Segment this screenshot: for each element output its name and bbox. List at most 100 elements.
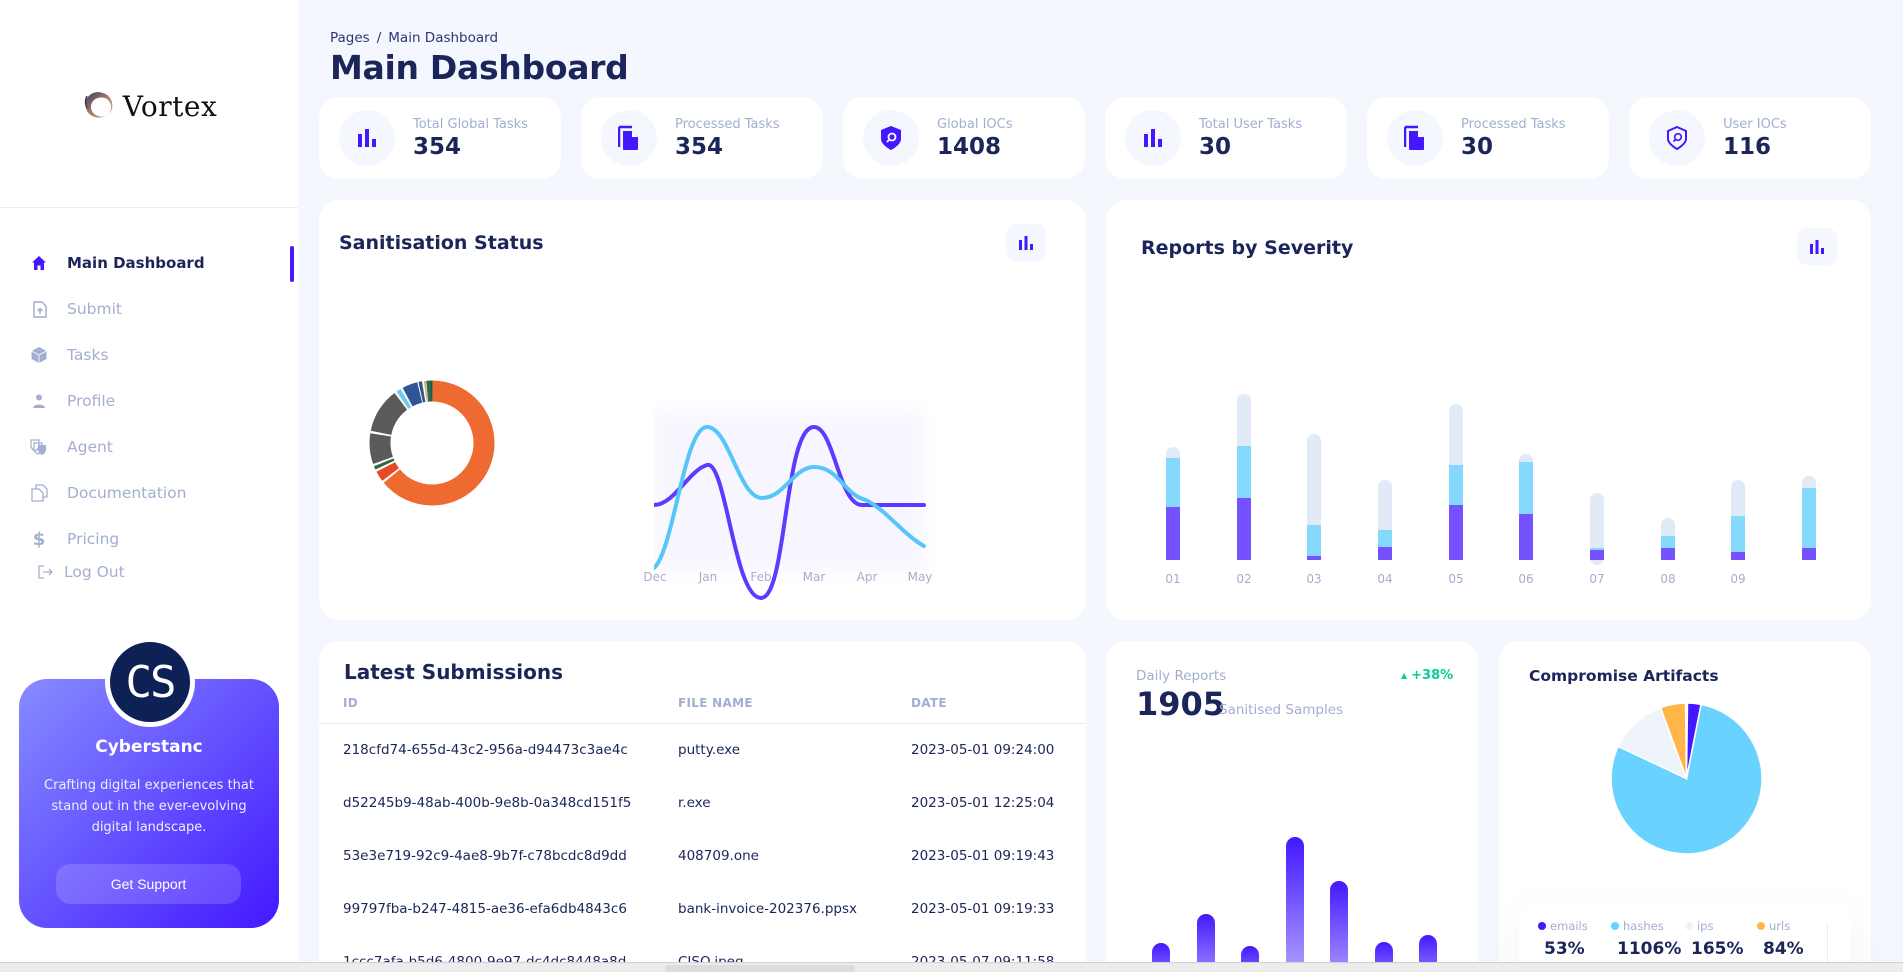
legend-label: urls: [1769, 919, 1791, 933]
stat-icon-circle: [601, 110, 657, 166]
x-axis-label: 08: [1660, 572, 1676, 586]
table-header-divider: [319, 723, 1086, 724]
stat-card-total-global-tasks: Total Global Tasks 354: [319, 97, 561, 179]
sidebar-nav: Main Dashboard Submit Tasks Profile Agen…: [0, 240, 298, 588]
sanitisation-status-card: Sanitisation Status Dec Jan Feb Mar: [319, 200, 1086, 620]
sidebar-item-label: Agent: [67, 438, 113, 456]
chart-options-button[interactable]: [1797, 228, 1837, 265]
shield-search-icon: [881, 126, 901, 150]
cell-file-name: bank-invoice-202376.ppsx: [678, 901, 857, 917]
x-axis-label: Feb: [750, 570, 772, 584]
legend-value: 53%: [1544, 939, 1585, 959]
x-axis-label: 06: [1518, 572, 1534, 586]
artifacts-legend: emails 53% hashes 1106% ips 165% urls 84…: [1519, 903, 1851, 972]
sidebar: Vortex Main Dashboard Submit Tasks Prof: [0, 0, 298, 972]
legend-value: 165%: [1691, 939, 1744, 959]
stat-value: 116: [1723, 133, 1772, 160]
scrollbar-thumb[interactable]: [665, 965, 855, 972]
cell-id: 218cfd74-655d-43c2-956a-d94473c3ae4c: [343, 742, 628, 758]
page-title: Main Dashboard: [330, 48, 629, 87]
cell-file-name: 408709.one: [678, 848, 759, 864]
legend-dot-icon: [1757, 922, 1765, 930]
legend-item-hashes: hashes 1106%: [1611, 919, 1681, 959]
sidebar-item-label: Submit: [67, 300, 122, 318]
sidebar-item-main-dashboard[interactable]: Main Dashboard: [0, 240, 298, 286]
stat-icon-circle: [863, 110, 919, 166]
change-value: +38%: [1411, 668, 1454, 683]
logout-button[interactable]: Log Out: [0, 556, 298, 588]
file-copy-icon: [618, 125, 638, 150]
sidebar-item-pricing[interactable]: $ Pricing: [0, 516, 298, 562]
stat-icon-circle: [339, 110, 395, 166]
sidebar-item-label: Pricing: [67, 530, 120, 548]
card-title: Sanitisation Status: [339, 232, 544, 254]
breadcrumb-current[interactable]: Main Dashboard: [388, 30, 499, 46]
stat-value: 354: [675, 133, 724, 160]
breadcrumb: Pages / Main Dashboard: [330, 30, 498, 46]
cell-id: 99797fba-b247-4815-ae36-efa6db4843c6: [343, 901, 627, 917]
cell-date: 2023-05-01 09:19:43: [911, 848, 1055, 864]
sidebar-item-label: Tasks: [67, 346, 109, 364]
x-axis-label: 05: [1448, 572, 1464, 586]
brand-logo[interactable]: Vortex: [0, 88, 298, 124]
column-header-file-name[interactable]: FILE NAME: [678, 696, 753, 710]
legend-dot-icon: [1538, 922, 1546, 930]
promo-avatar: CS: [105, 637, 195, 727]
file-upload-icon: [30, 300, 48, 318]
compromise-artifacts-card: Compromise Artifacts emails 53% hashes 1…: [1499, 641, 1871, 972]
legend-label: ips: [1697, 919, 1714, 933]
artifacts-pie-chart[interactable]: [1609, 701, 1764, 856]
cell-file-name: putty.exe: [678, 742, 741, 758]
shield-search-outline-icon: [1667, 125, 1687, 151]
legend-value: 84%: [1763, 939, 1804, 959]
get-support-button[interactable]: Get Support: [56, 864, 241, 904]
sidebar-item-submit[interactable]: Submit: [0, 286, 298, 332]
daily-reports-label: Daily Reports: [1136, 668, 1227, 684]
sidebar-divider: [0, 207, 298, 208]
bar-chart-icon: [1144, 129, 1162, 147]
horizontal-scrollbar[interactable]: [0, 962, 1903, 972]
stat-label: Total User Tasks: [1199, 116, 1303, 132]
legend-item-emails: emails 53%: [1538, 919, 1588, 959]
promo-text: Crafting digital experiences that stand …: [44, 778, 254, 835]
cell-id: d52245b9-48ab-400b-9e8b-0a348cd151f5: [343, 795, 632, 811]
sanitisation-line-chart[interactable]: [654, 350, 954, 610]
file-copy-icon: [1404, 125, 1424, 150]
stat-card-total-user-tasks: Total User Tasks 30: [1105, 97, 1347, 179]
x-axis-label: 09: [1730, 572, 1746, 586]
cell-date: 2023-05-01 09:19:33: [911, 901, 1055, 917]
documents-icon: [30, 484, 48, 502]
legend-dot-icon: [1611, 922, 1619, 930]
sidebar-item-documentation[interactable]: Documentation: [0, 470, 298, 516]
daily-reports-change: ▲ +38%: [1401, 668, 1453, 683]
sidebar-item-agent[interactable]: Agent: [0, 424, 298, 470]
bar-chart-icon: [1810, 239, 1824, 254]
severity-stacked-bar-chart[interactable]: [1106, 200, 1871, 620]
logout-label: Log Out: [64, 563, 125, 581]
sidebar-item-label: Documentation: [67, 484, 187, 502]
sanitisation-donut-chart[interactable]: [367, 378, 497, 508]
cell-date: 2023-05-01 12:25:04: [911, 795, 1055, 811]
stat-value: 1408: [937, 133, 1002, 160]
bar-chart-icon: [1019, 235, 1033, 250]
daily-reports-bar-chart[interactable]: [1106, 641, 1478, 972]
column-header-id[interactable]: ID: [343, 696, 359, 710]
stat-value: 354: [413, 133, 462, 160]
x-axis-label: 07: [1589, 572, 1605, 586]
x-axis-label: Dec: [643, 570, 667, 584]
sidebar-item-profile[interactable]: Profile: [0, 378, 298, 424]
sidebar-item-tasks[interactable]: Tasks: [0, 332, 298, 378]
stat-card-processed-tasks: Processed Tasks 354: [581, 97, 823, 179]
daily-reports-value: 1905: [1136, 685, 1226, 723]
x-axis-label: May: [907, 570, 933, 584]
chart-options-button[interactable]: [1006, 224, 1046, 261]
x-axis-label: 02: [1236, 572, 1252, 586]
breadcrumb-pages[interactable]: Pages: [330, 30, 370, 46]
legend-label: emails: [1550, 919, 1588, 933]
x-axis-label: 03: [1306, 572, 1322, 586]
legend-item-ips: ips 165%: [1685, 919, 1744, 959]
column-header-date[interactable]: DATE: [911, 696, 947, 710]
card-title: Reports by Severity: [1141, 237, 1354, 259]
sidebar-item-label: Main Dashboard: [67, 254, 205, 272]
brand-name: Vortex: [122, 89, 218, 123]
